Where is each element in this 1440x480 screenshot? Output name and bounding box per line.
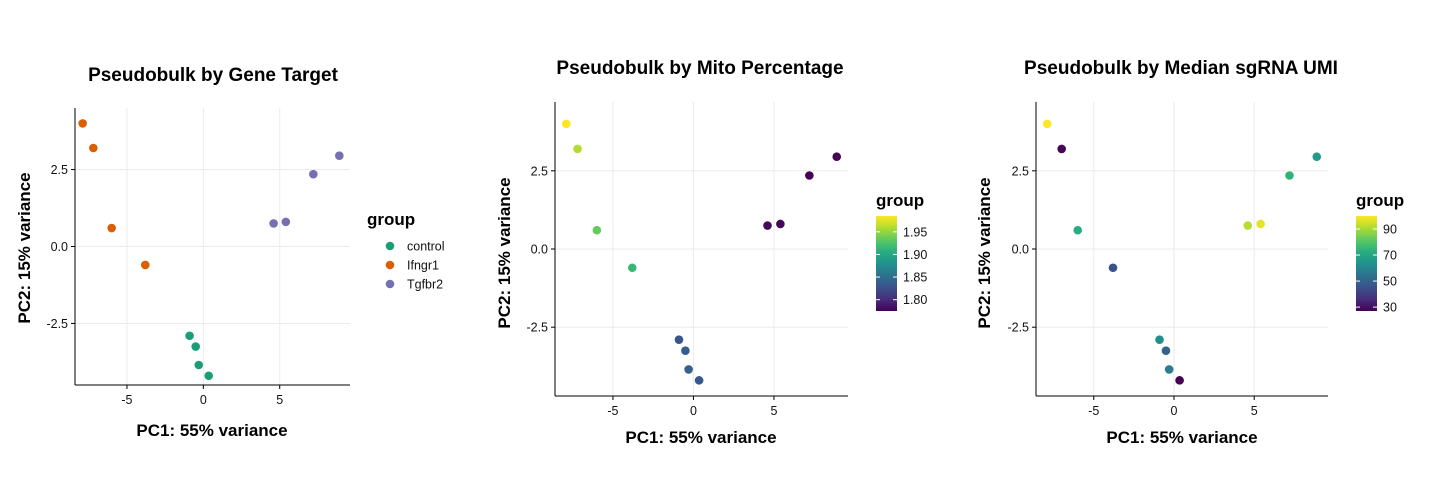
colorbar: 1.80 1.85 1.90 1.95 — [876, 216, 927, 311]
data-point — [1161, 346, 1171, 355]
y-tick-label: 0.0 — [1012, 243, 1029, 257]
y-axis-title: PC2: 15% variance — [15, 172, 34, 323]
colorbar-gradient — [1356, 216, 1377, 311]
colorbar-label: 90 — [1383, 223, 1397, 237]
x-tick-label: 5 — [1251, 404, 1258, 418]
panel-mito-percentage: Pseudobulk by Mito Percentage -5 0 5 -2.5 0.… — [495, 58, 927, 447]
chart-title: Pseudobulk by Median sgRNA UMI — [1024, 58, 1338, 79]
colorbar-label: 1.85 — [903, 271, 927, 285]
data-point — [281, 217, 291, 227]
data-point — [204, 371, 213, 381]
legend-key — [385, 260, 395, 270]
legend-label: control — [407, 240, 445, 254]
x-axis-title: PC1: 55% variance — [136, 421, 287, 440]
x-tick-label: 0 — [200, 393, 207, 407]
data-point — [694, 376, 704, 385]
data-point — [1042, 119, 1052, 129]
colorbar-label: 1.95 — [903, 225, 927, 239]
x-tick-label: 5 — [276, 393, 283, 407]
legend-key — [385, 241, 395, 251]
plot-area: -5 0 5 -2.5 0.0 2.5 — [526, 102, 848, 418]
x-tick-label: -5 — [607, 404, 618, 418]
x-tick-label: 5 — [770, 404, 777, 418]
data-point — [561, 119, 571, 129]
y-tick-label: 0.0 — [531, 243, 548, 257]
colorbar-gradient — [876, 216, 897, 311]
data-point — [832, 152, 842, 162]
legend-label: Tgfbr2 — [407, 278, 443, 292]
x-tick-label: 0 — [1171, 404, 1178, 418]
chart-title: Pseudobulk by Mito Percentage — [556, 58, 843, 79]
legend-title: group — [1356, 191, 1404, 210]
data-point — [627, 263, 637, 273]
data-point — [1175, 376, 1184, 385]
y-axis-title: PC2: 15% variance — [495, 177, 514, 328]
panel-gene-target: Pseudobulk by Gene Target -5 0 5 -2.5 0.0 2.5… — [15, 65, 445, 440]
colorbar-label: 1.90 — [903, 248, 927, 262]
data-point — [805, 171, 814, 180]
legend-title: group — [367, 210, 415, 229]
data-point — [185, 331, 194, 341]
x-axis-title: PC1: 55% variance — [1106, 428, 1257, 447]
legend-label: Ifngr1 — [407, 259, 439, 273]
data-point — [1057, 144, 1066, 154]
y-tick-label: 2.5 — [1012, 164, 1029, 178]
data-point — [309, 169, 318, 179]
data-point — [1073, 225, 1083, 235]
colorbar-label: 50 — [1383, 275, 1397, 289]
y-tick-label: 2.5 — [51, 163, 68, 177]
y-tick-label: 0.0 — [51, 240, 68, 254]
colorbar: 30 50 70 90 — [1356, 216, 1397, 315]
data-point — [191, 342, 200, 351]
y-tick-label: -2.5 — [526, 321, 548, 335]
data-point — [1312, 152, 1322, 162]
data-point — [269, 219, 278, 228]
data-point — [684, 365, 693, 374]
data-point — [78, 119, 87, 128]
data-point — [1164, 365, 1174, 374]
data-point — [335, 151, 344, 161]
x-tick-label: -5 — [1088, 404, 1099, 418]
x-axis-title: PC1: 55% variance — [625, 428, 776, 447]
colorbar-label: 70 — [1383, 249, 1397, 263]
data-point — [89, 143, 98, 153]
y-axis-title: PC2: 15% variance — [975, 177, 994, 328]
y-tick-label: -2.5 — [46, 317, 68, 331]
data-point — [194, 360, 204, 370]
chart-title: Pseudobulk by Gene Target — [88, 65, 339, 86]
data-point — [140, 260, 150, 270]
plot-area: -5 0 5 -2.5 0.0 2.5 — [1007, 102, 1328, 418]
x-tick-label: -5 — [121, 393, 132, 407]
data-point — [776, 219, 785, 229]
plot-area: -5 0 5 -2.5 0.0 2.5 — [46, 108, 350, 407]
legend-key — [385, 279, 395, 289]
data-point — [1243, 221, 1253, 230]
data-point — [1108, 263, 1118, 273]
data-point — [674, 335, 684, 345]
y-tick-label: -2.5 — [1007, 321, 1029, 335]
x-tick-label: 0 — [690, 404, 697, 418]
data-point — [592, 225, 602, 235]
data-point — [1155, 335, 1164, 345]
colorbar-label: 1.80 — [903, 293, 927, 307]
panel-median-sgrna-umi: Pseudobulk by Median sgRNA UMI -5 0 5 -2.5 0… — [975, 58, 1404, 447]
legend-title: group — [876, 191, 924, 210]
data-point — [107, 223, 116, 233]
data-point — [763, 221, 772, 230]
legend-entries: control Ifngr1 Tgfbr2 — [385, 240, 445, 292]
data-point — [573, 144, 582, 154]
y-tick-label: 2.5 — [531, 164, 548, 178]
data-point — [1256, 219, 1265, 229]
data-point — [1285, 171, 1294, 180]
data-point — [681, 346, 690, 355]
colorbar-label: 30 — [1383, 301, 1397, 315]
